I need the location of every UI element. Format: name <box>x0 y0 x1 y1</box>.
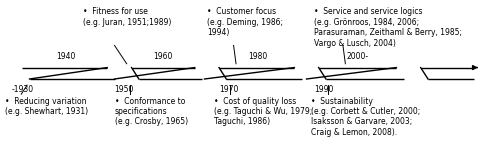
Text: •  Customer focus
(e.g. Deming, 1986;
1994): • Customer focus (e.g. Deming, 1986; 199… <box>207 7 283 37</box>
Text: •  Reducing variation
(e.g. Shewhart, 1931): • Reducing variation (e.g. Shewhart, 193… <box>5 97 88 116</box>
Text: 1990: 1990 <box>314 85 333 94</box>
Text: •  Cost of quality loss
(e.g. Taguchi & Wu, 1979;
Taguchi, 1986): • Cost of quality loss (e.g. Taguchi & W… <box>214 97 312 126</box>
Text: •  Sustainability
(e.g. Corbett & Cutler, 2000;
Isaksson & Garvare, 2003;
Craig : • Sustainability (e.g. Corbett & Cutler,… <box>312 97 420 137</box>
Text: •  Conformance to
specifications
(e.g. Crosby, 1965): • Conformance to specifications (e.g. Cr… <box>114 97 188 126</box>
Text: 1960: 1960 <box>154 52 173 61</box>
Text: 1980: 1980 <box>248 52 268 61</box>
Text: 2000-: 2000- <box>346 52 368 61</box>
Text: 1950: 1950 <box>114 85 134 94</box>
Text: •  Service and service logics
(e.g. Grönroos, 1984, 2006;
Parasuraman, Zeithaml : • Service and service logics (e.g. Grönr… <box>314 7 462 48</box>
Text: •  Fitness for use
(e.g. Juran, 1951;1989): • Fitness for use (e.g. Juran, 1951;1989… <box>83 7 172 27</box>
Text: 1970: 1970 <box>219 85 238 94</box>
Text: 1940: 1940 <box>56 52 76 61</box>
Text: -1930: -1930 <box>12 85 34 94</box>
